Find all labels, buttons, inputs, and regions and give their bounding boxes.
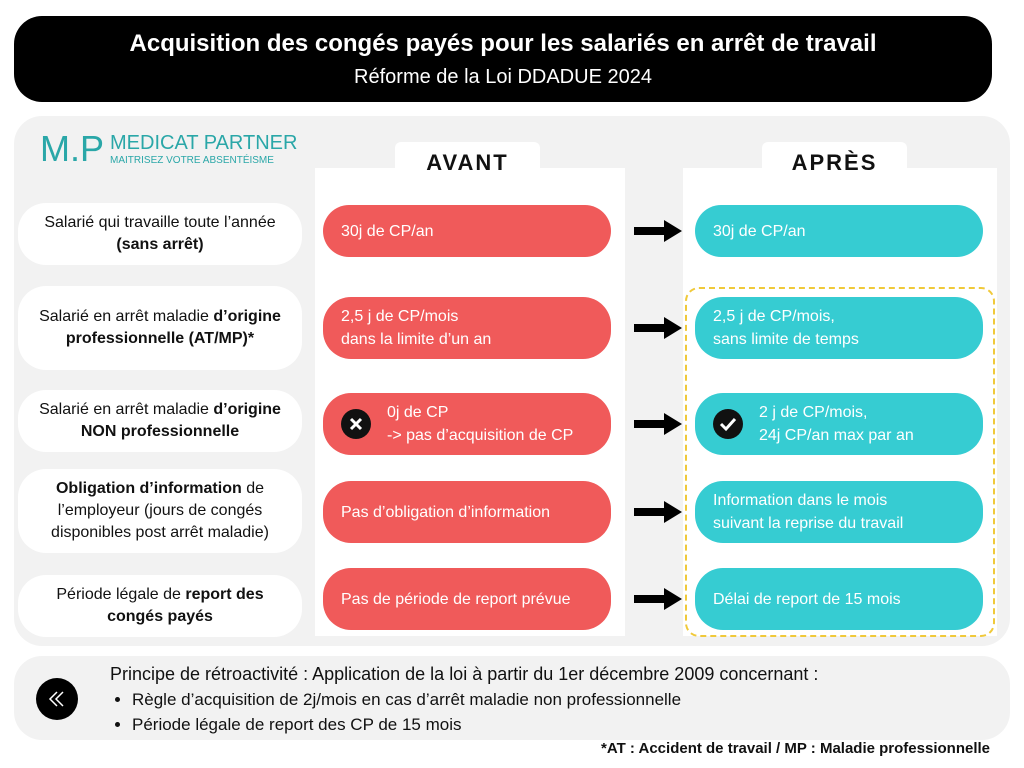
row-label: Période légale de report des congés payé… — [18, 575, 302, 637]
row-label: Salarié en arrêt maladie d’origine NON p… — [18, 390, 302, 452]
arrow — [632, 411, 684, 442]
text-line: 30j de CP/an — [341, 222, 434, 240]
text-line: suivant la reprise du travail — [713, 515, 904, 532]
row-label-text: Salarié en arrêt maladie d’origine NON p… — [36, 399, 284, 443]
back-icon — [36, 678, 78, 720]
text-line: Pas de période de report prévue — [341, 590, 571, 608]
row-label-text: Période légale de report des congés payé… — [36, 584, 284, 628]
after-text: Information dans le mois suivant la repri… — [713, 489, 903, 535]
label-segment: d’origine NON professionnelle — [80, 401, 281, 440]
after-pill: Information dans le mois suivant la repri… — [695, 481, 983, 543]
before-pill: 0j de CP -> pas d’acquisition de CP — [323, 393, 611, 455]
text-line: 2,5 j de CP/mois, — [713, 308, 835, 325]
note-item: Période légale de report des CP de 15 mo… — [132, 712, 818, 737]
before-text: Pas d’obligation d’information — [341, 501, 550, 524]
label-segment: report des congés payés — [107, 586, 264, 625]
text-line: Pas d’obligation d’information — [341, 503, 551, 521]
highlight-box — [685, 287, 995, 637]
logo-initials: M.P — [40, 128, 105, 169]
after-header: APRÈS — [762, 142, 907, 175]
label-segment: Salarié en arrêt maladie — [39, 308, 214, 325]
label-segment: d’origine professionnelle (AT/MP)* — [65, 308, 281, 347]
label-segment: Salarié qui travaille toute l’année — [44, 214, 276, 231]
row-label: Obligation d’information de l’employeur … — [18, 469, 302, 553]
arrow — [632, 218, 684, 249]
label-segment: Période légale de — [56, 586, 186, 603]
text-line: 24j CP/an max par an — [759, 427, 914, 444]
text-line: Information dans le mois — [713, 492, 888, 509]
arrow — [632, 315, 684, 346]
after-pill: 30j de CP/an — [695, 205, 983, 257]
before-text: 0j de CP -> pas d’acquisition de CP — [387, 401, 573, 447]
before-pill: Pas d’obligation d’information — [323, 481, 611, 543]
footnote: *AT : Accident de travail / MP : Maladie… — [601, 740, 990, 757]
after-text: 2,5 j de CP/mois, sans limite de temps — [713, 305, 859, 351]
cross-icon — [341, 409, 371, 439]
note-item: Règle d’acquisition de 2j/mois en cas d’… — [132, 687, 818, 712]
before-pill: 30j de CP/an — [323, 205, 611, 257]
title: Acquisition des congés payés pour les sa… — [129, 30, 877, 57]
label-segment: de l’employeur (jours de congés disponib… — [51, 480, 269, 541]
before-pill: 2,5 j de CP/mois dans la limite d’un an — [323, 297, 611, 359]
text-line: Délai de report de 15 mois — [713, 590, 901, 608]
before-text: 2,5 j de CP/mois dans la limite d’un an — [341, 305, 491, 351]
after-pill: 2 j de CP/mois, 24j CP/an max par an — [695, 393, 983, 455]
row-label-text: Salarié qui travaille toute l’année (san… — [36, 212, 284, 256]
text-line: 2 j de CP/mois, — [759, 404, 868, 421]
before-pill: Pas de période de report prévue — [323, 568, 611, 630]
before-text: Pas de période de report prévue — [341, 588, 570, 611]
after-pill: 2,5 j de CP/mois, sans limite de temps — [695, 297, 983, 359]
row-label: Salarié en arrêt maladie d’origine profe… — [18, 286, 302, 370]
after-text: Délai de report de 15 mois — [713, 588, 901, 611]
after-pill: Délai de report de 15 mois — [695, 568, 983, 630]
text-line: 2,5 j de CP/mois — [341, 308, 459, 325]
text-line: 30j de CP/an — [713, 222, 806, 240]
label-segment: Salarié en arrêt maladie — [39, 401, 214, 418]
text-line: sans limite de temps — [713, 331, 859, 348]
text-line: -> pas d’acquisition de CP — [387, 427, 574, 444]
check-icon — [713, 409, 743, 439]
arrow — [632, 586, 684, 617]
label-segment: Obligation d’information — [55, 480, 242, 497]
label-segment: (sans arrêt) — [116, 236, 204, 253]
after-text: 2 j de CP/mois, 24j CP/an max par an — [759, 401, 914, 447]
arrow — [632, 499, 684, 530]
row-label-text: Obligation d’information de l’employeur … — [36, 478, 284, 544]
logo-name: MEDICAT PARTNER — [110, 132, 298, 154]
text-line: dans la limite d’un an — [341, 331, 492, 348]
logo: M.P MEDICAT PARTNER MAITRISEZ VOTRE ABSEN… — [40, 128, 297, 170]
text-line: 0j de CP — [387, 404, 449, 421]
row-label: Salarié qui travaille toute l’année (san… — [18, 203, 302, 265]
row-label-text: Salarié en arrêt maladie d’origine profe… — [36, 306, 284, 350]
logo-tagline: MAITRISEZ VOTRE ABSENTÉISME — [110, 155, 274, 166]
note: Principe de rétroactivité : Application … — [14, 656, 1010, 740]
note-title: Principe de rétroactivité : Application … — [110, 664, 819, 684]
before-header: AVANT — [395, 142, 540, 175]
subtitle: Réforme de la Loi DDADUE 2024 — [354, 66, 652, 88]
before-text: 30j de CP/an — [341, 220, 434, 243]
header: Acquisition des congés payés pour les sa… — [14, 16, 992, 102]
after-text: 30j de CP/an — [713, 220, 806, 243]
